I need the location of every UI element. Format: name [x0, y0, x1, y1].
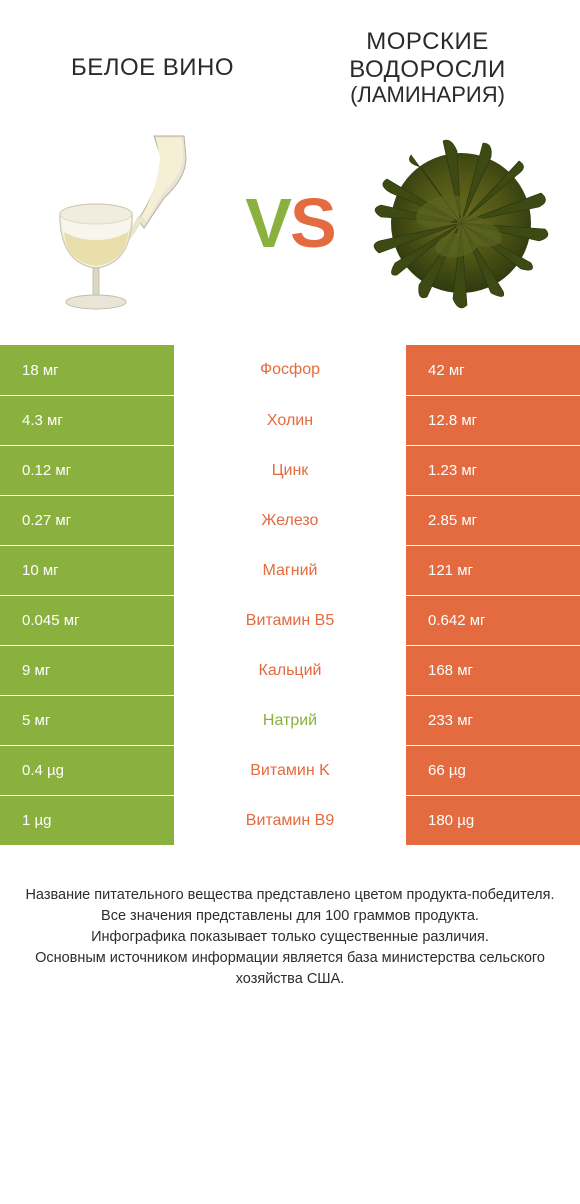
right-value: 121 мг	[406, 546, 580, 595]
right-value: 180 µg	[406, 796, 580, 845]
image-row: VS	[0, 117, 580, 345]
left-value: 5 мг	[0, 696, 174, 745]
header-right: МОРСКИЕ ВОДОРОСЛИ (ЛАМИНАРИЯ)	[295, 28, 560, 107]
left-value: 0.4 µg	[0, 746, 174, 795]
nutrient-label: Железо	[174, 496, 406, 545]
vs-v: V	[245, 184, 290, 262]
header-row: БЕЛОЕ ВИНО МОРСКИЕ ВОДОРОСЛИ (ЛАМИНАРИЯ)	[0, 0, 580, 117]
left-product-image	[24, 123, 214, 323]
left-value: 4.3 мг	[0, 396, 174, 445]
left-product-title: БЕЛОЕ ВИНО	[20, 54, 285, 82]
table-row: 1 µgВитамин B9180 µg	[0, 795, 580, 845]
footer-line-4: Основным источником информации является …	[20, 948, 560, 990]
nutrient-label: Витамин B5	[174, 596, 406, 645]
nutrient-label: Витамин B9	[174, 796, 406, 845]
left-value: 10 мг	[0, 546, 174, 595]
left-value: 0.045 мг	[0, 596, 174, 645]
left-value: 9 мг	[0, 646, 174, 695]
table-row: 18 мгФосфор42 мг	[0, 345, 580, 395]
footer-notes: Название питательного вещества представл…	[0, 845, 580, 1020]
vs-label: VS	[245, 188, 334, 258]
nutrient-label: Натрий	[174, 696, 406, 745]
table-row: 5 мгНатрий233 мг	[0, 695, 580, 745]
footer-line-2: Все значения представлены для 100 граммо…	[20, 906, 560, 927]
table-row: 0.4 µgВитамин K66 µg	[0, 745, 580, 795]
nutrient-label: Фосфор	[174, 345, 406, 395]
nutrient-label: Холин	[174, 396, 406, 445]
left-value: 0.12 мг	[0, 446, 174, 495]
nutrient-label: Цинк	[174, 446, 406, 495]
right-product-subtitle: (ЛАМИНАРИЯ)	[295, 83, 560, 107]
right-value: 168 мг	[406, 646, 580, 695]
wine-glass-icon	[34, 128, 204, 318]
right-value: 2.85 мг	[406, 496, 580, 545]
kelp-icon	[366, 128, 556, 318]
vs-s: S	[290, 184, 335, 262]
table-row: 10 мгМагний121 мг	[0, 545, 580, 595]
table-row: 4.3 мгХолин12.8 мг	[0, 395, 580, 445]
left-value: 1 µg	[0, 796, 174, 845]
header-left: БЕЛОЕ ВИНО	[20, 54, 285, 82]
footer-line-3: Инфографика показывает только существенн…	[20, 927, 560, 948]
right-value: 1.23 мг	[406, 446, 580, 495]
right-value: 66 µg	[406, 746, 580, 795]
nutrient-label: Кальций	[174, 646, 406, 695]
right-value: 0.642 мг	[406, 596, 580, 645]
right-value: 233 мг	[406, 696, 580, 745]
footer-line-1: Название питательного вещества представл…	[20, 885, 560, 906]
infographic-container: БЕЛОЕ ВИНО МОРСКИЕ ВОДОРОСЛИ (ЛАМИНАРИЯ)	[0, 0, 580, 1020]
comparison-table: 18 мгФосфор42 мг4.3 мгХолин12.8 мг0.12 м…	[0, 345, 580, 845]
left-value: 0.27 мг	[0, 496, 174, 545]
right-product-title: МОРСКИЕ ВОДОРОСЛИ	[295, 28, 560, 83]
nutrient-label: Магний	[174, 546, 406, 595]
right-value: 42 мг	[406, 345, 580, 395]
table-row: 0.045 мгВитамин B50.642 мг	[0, 595, 580, 645]
table-row: 9 мгКальций168 мг	[0, 645, 580, 695]
left-value: 18 мг	[0, 345, 174, 395]
right-value: 12.8 мг	[406, 396, 580, 445]
table-row: 0.27 мгЖелезо2.85 мг	[0, 495, 580, 545]
right-product-image	[366, 123, 556, 323]
nutrient-label: Витамин K	[174, 746, 406, 795]
table-row: 0.12 мгЦинк1.23 мг	[0, 445, 580, 495]
